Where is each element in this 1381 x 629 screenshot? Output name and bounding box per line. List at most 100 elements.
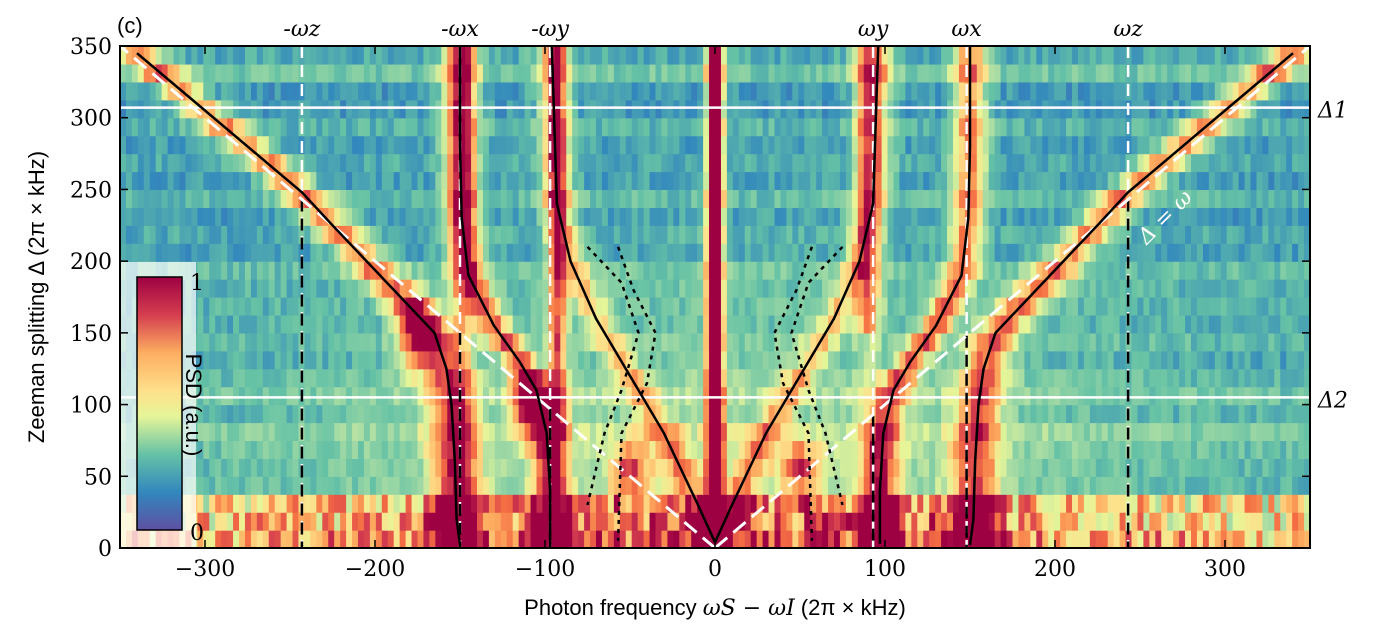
heatmap-cell [816,279,823,298]
heatmap-cell [1304,530,1310,548]
heatmap-cell [643,404,651,424]
heatmap-cell [554,225,561,244]
heatmap-cell [292,207,300,226]
heatmap-cell [328,171,335,191]
heatmap-cell [1024,368,1031,388]
heatmap-cell [887,171,895,191]
heatmap-cell [1095,225,1103,244]
heatmap-cell [679,440,686,459]
heatmap-cell [578,207,585,226]
heatmap-cell [1244,117,1252,137]
heatmap-cell [887,512,895,531]
heatmap-cell [845,530,853,548]
heatmap-cell [1202,476,1210,495]
heatmap-cell [435,476,442,495]
heatmap-cell [1072,243,1079,262]
heatmap-cell [465,171,472,191]
heatmap-cell [1185,99,1192,119]
heatmap-cell [649,422,657,442]
heatmap-cell [316,99,323,119]
heatmap-cell [631,225,639,244]
heatmap-cell [566,314,573,334]
heatmap-cell [369,189,377,208]
heatmap-cell [536,332,544,352]
heatmap-cell [941,153,948,173]
heatmap-cell [1089,422,1097,442]
heatmap-cell [1179,171,1186,191]
heatmap-cell [286,350,294,370]
heatmap-cell [1012,171,1020,191]
heatmap-cell [732,225,740,244]
heatmap-cell [786,368,793,388]
heatmap-cell [970,530,978,548]
heatmap-cell [1262,494,1269,513]
heatmap-cell [1018,261,1025,280]
heatmap-cell [459,404,466,424]
heatmap-cell [465,368,472,388]
heatmap-cell [1214,368,1222,388]
heatmap-cell [935,368,942,388]
heatmap-cell [322,279,329,298]
heatmap-cell [304,297,311,316]
heatmap-cell [1042,153,1049,173]
heatmap-cell [250,368,258,388]
heatmap-cell [1274,422,1281,442]
heatmap-cell [363,189,371,208]
heatmap-cell [429,512,436,531]
heatmap-cell [899,494,906,513]
heatmap-cell [280,297,288,316]
heatmap-cell [381,261,389,280]
heatmap-cell [881,386,889,406]
heatmap-cell [405,225,413,244]
heatmap-cell [542,458,549,477]
heatmap-cell [584,530,591,548]
heatmap-cell [738,512,746,531]
heatmap-cell [1036,297,1043,316]
heatmap-cell [816,350,823,370]
heatmap-cell [619,135,627,155]
heatmap-cell [286,135,294,155]
heatmap-cell [655,279,663,298]
heatmap-cell [607,225,615,244]
heatmap-cell [447,530,454,548]
heatmap-cell [601,153,609,173]
heatmap-cell [369,279,377,298]
heatmap-cell [1048,261,1055,280]
heatmap-cell [738,530,746,548]
heatmap-cell [411,279,419,298]
heatmap-cell [239,117,246,137]
heatmap-cell [161,225,169,244]
heatmap-cell [673,530,680,548]
heatmap-cell [863,476,871,495]
heatmap-cell [839,189,847,208]
heatmap-cell [1012,440,1020,459]
heatmap-cell [435,350,442,370]
heatmap-cell [268,422,276,442]
heatmap-cell [1220,153,1228,173]
heatmap-cell [1107,225,1115,244]
heatmap-cell [1256,297,1263,316]
heatmap-cell [976,440,984,459]
heatmap-cell [1298,386,1305,406]
heatmap-cell [738,171,746,191]
heatmap-cell [256,386,264,406]
heatmap-cell [863,243,871,262]
heatmap-cell [1077,530,1085,548]
heatmap-cell [893,368,901,388]
heatmap-cell [994,207,1002,226]
heatmap-cell [715,243,722,262]
heatmap-cell [459,530,466,548]
heatmap-cell [768,314,776,334]
heatmap-cell [203,458,210,477]
heatmap-cell [316,512,323,531]
heatmap-cell [869,207,877,226]
heatmap-cell [947,476,954,495]
heatmap-cell [1202,512,1210,531]
heatmap-cell [810,512,817,531]
heatmap-cell [209,422,216,442]
heatmap-cell [1077,314,1085,334]
heatmap-cell [221,99,228,119]
heatmap-cell [1268,404,1275,424]
heatmap-cell [953,530,960,548]
heatmap-cell [958,458,966,477]
